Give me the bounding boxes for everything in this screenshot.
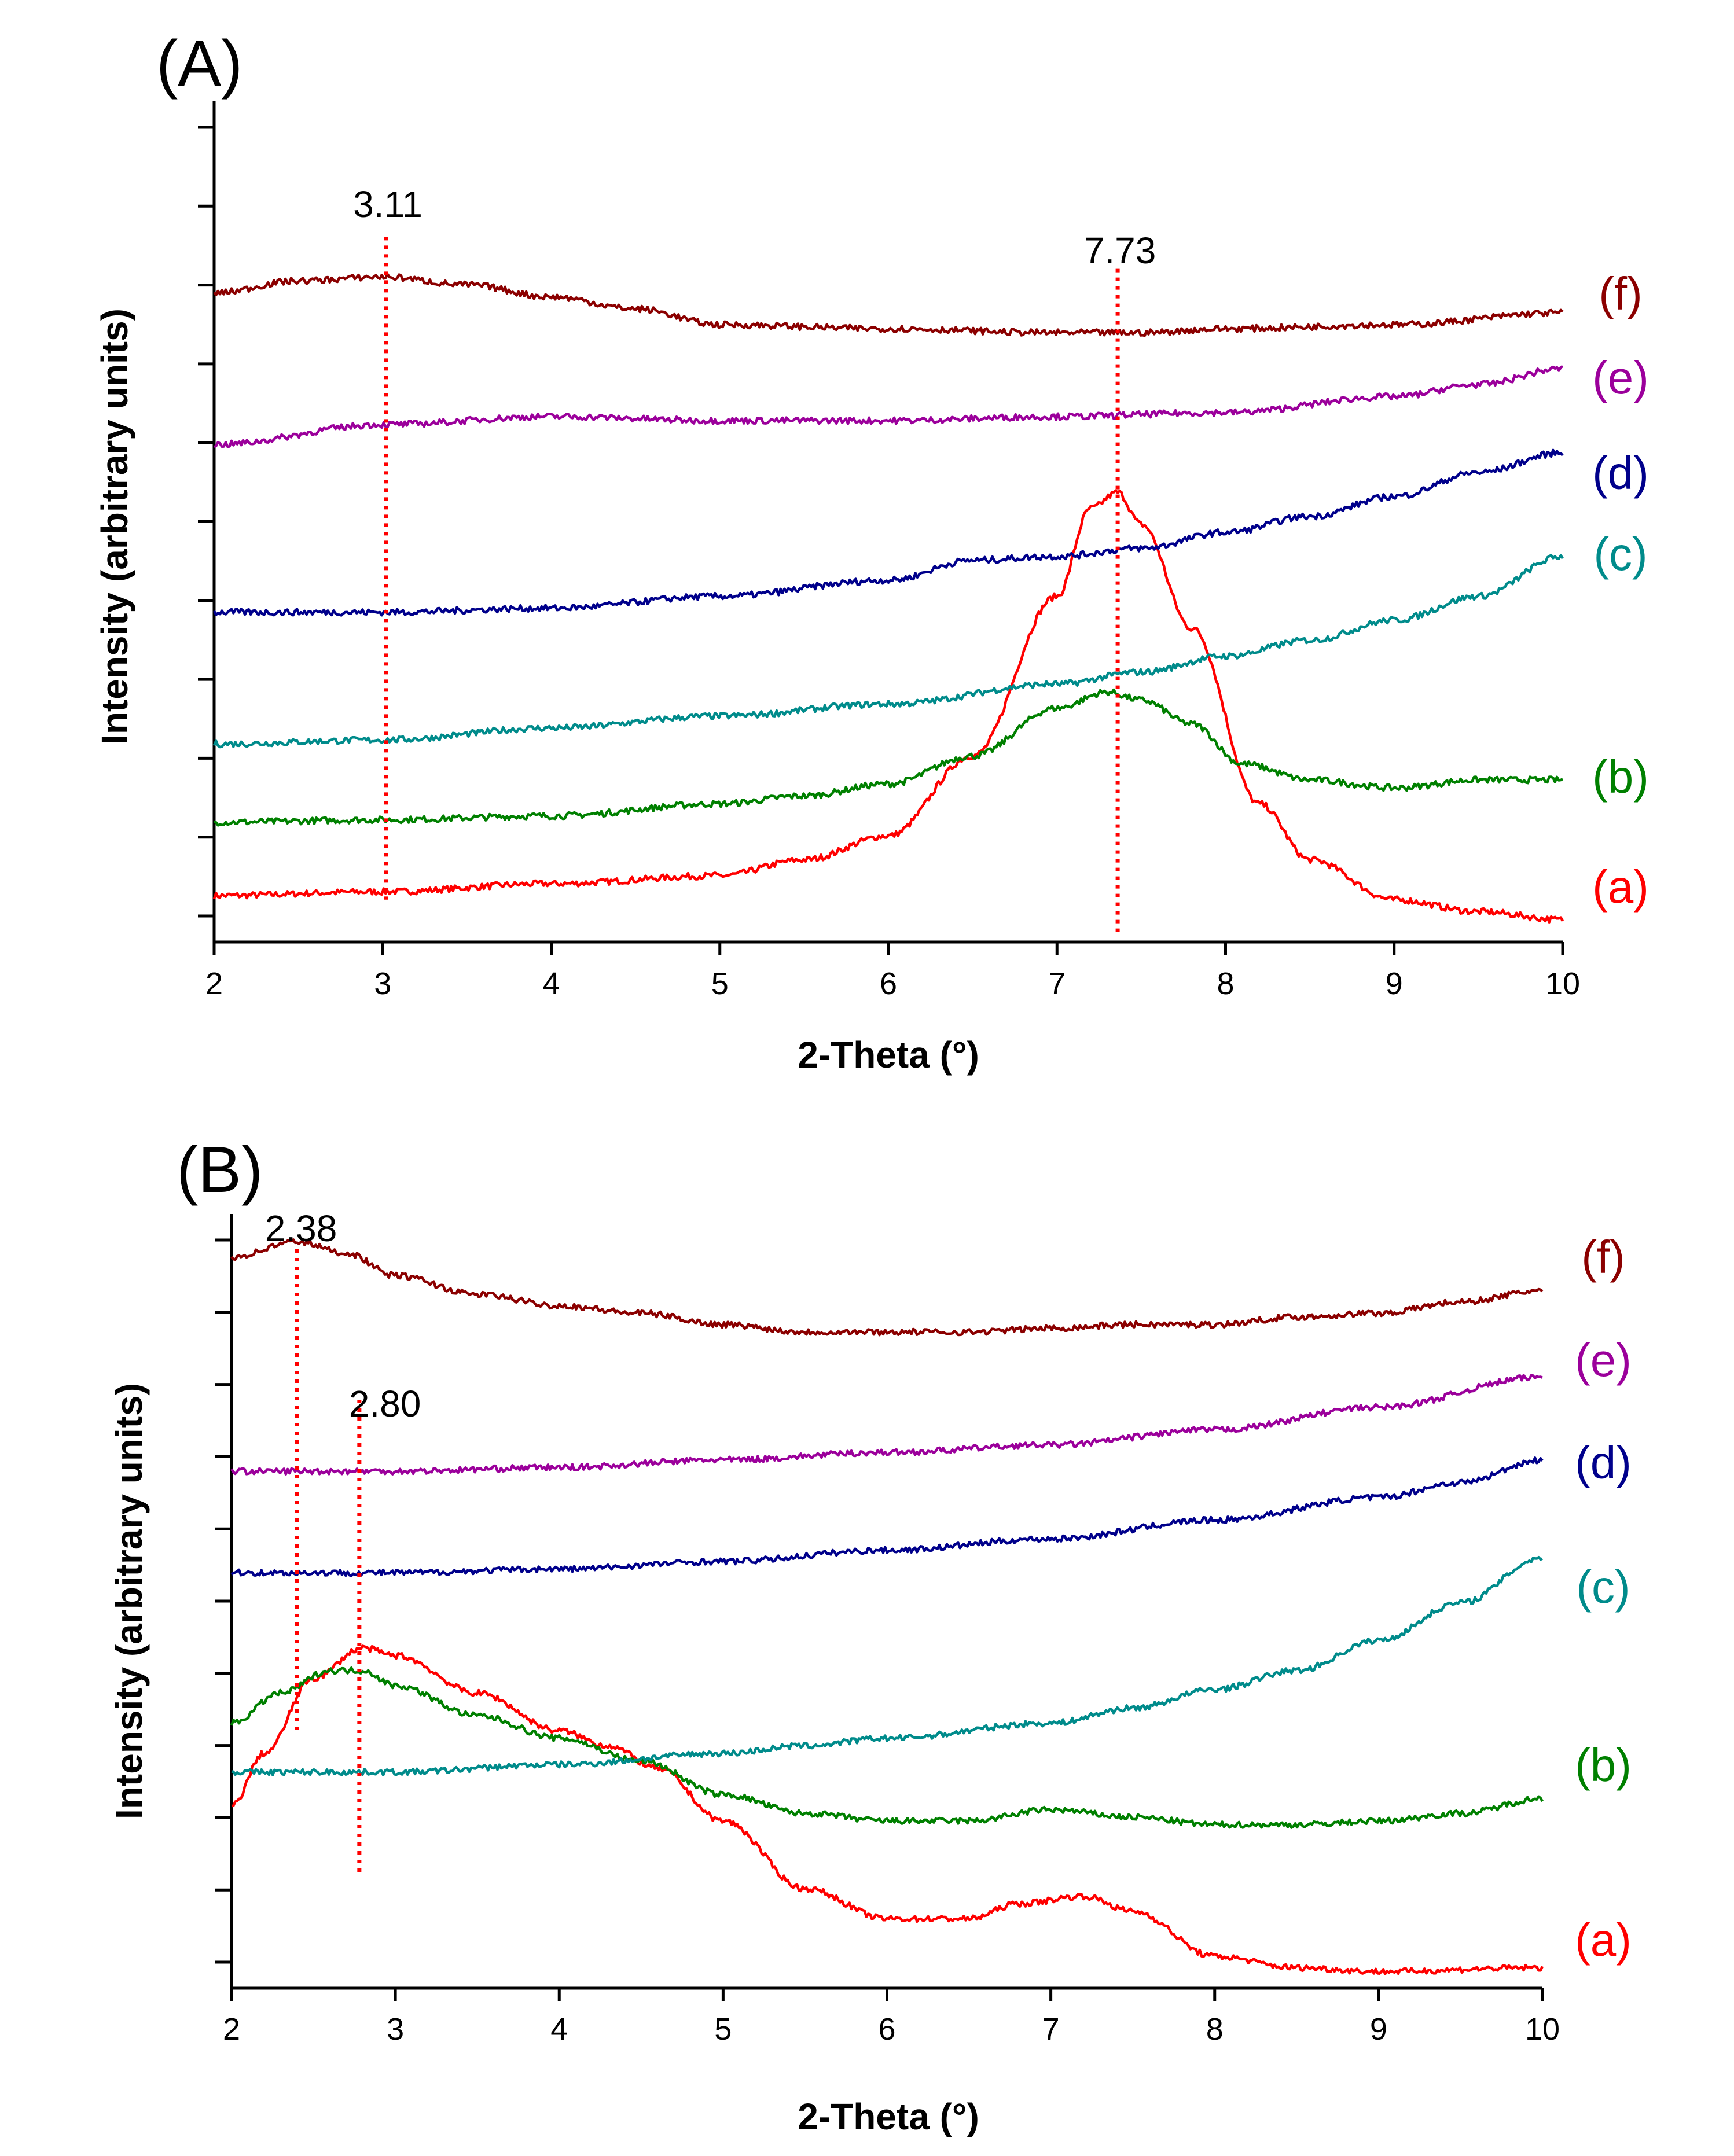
panel-b-series-label: (a) (1575, 1914, 1632, 1966)
panel-b-x-tick-label: 5 (714, 2012, 732, 2047)
panel-a-series-a (212, 489, 1564, 924)
panel-a-x-tick-label: 10 (1545, 966, 1580, 1001)
panel-b-y-axis-title: Intensity (arbitrary units) (108, 1383, 150, 1819)
panel-b-label: (B) (177, 1134, 263, 1206)
panel-a-x-tick-label: 2 (205, 966, 223, 1001)
panel-a-peak-label: 7.73 (1084, 230, 1156, 271)
panel-b-peak-label: 2.80 (349, 1383, 421, 1425)
panel-b-series-label: (d) (1575, 1437, 1632, 1488)
panel-a-series-f (213, 273, 1564, 337)
panel-b-x-tick-label: 9 (1370, 2012, 1387, 2047)
panel-a-label: (A) (156, 27, 243, 100)
panel-b: (B) 2-Theta (°) Intensity (arbitrary uni… (108, 1134, 1632, 2137)
panel-a-series-label: (c) (1593, 528, 1647, 580)
panel-a-x-tick-label: 3 (374, 966, 391, 1001)
panel-a-series-c (212, 554, 1564, 749)
panel-b-series-a (231, 1644, 1544, 1975)
panel-b-series-label: (b) (1575, 1739, 1632, 1791)
panel-a-series-label: (e) (1592, 352, 1649, 403)
panel-b-series-label: (f) (1581, 1231, 1625, 1283)
panel-a-series-label: (a) (1592, 861, 1649, 913)
panel-b-x-tick-label: 6 (878, 2012, 895, 2047)
panel-a-x-tick-label: 4 (542, 966, 560, 1001)
panel-b-x-tick-label: 2 (223, 2012, 240, 2047)
panel-a-y-axis-title: Intensity (arbitrary units) (94, 308, 135, 745)
panel-a-x-tick-label: 9 (1386, 966, 1403, 1001)
panel-b-series-e (230, 1374, 1543, 1476)
panel-a: (A) 2-Theta (°) Intensity (arbitrary uni… (94, 27, 1649, 1076)
panel-b-series-d (230, 1456, 1544, 1577)
panel-a-series-label: (b) (1592, 751, 1649, 803)
panel-b-series-label: (e) (1575, 1334, 1632, 1386)
panel-b-series-label: (c) (1576, 1561, 1630, 1613)
panel-b-x-tick-label: 4 (550, 2012, 568, 2047)
panel-b-series-b (230, 1666, 1544, 1829)
panel-b-peak-label: 2.38 (265, 1208, 337, 1249)
panel-a-series-label: (f) (1599, 268, 1643, 319)
panel-a-series-label: (d) (1592, 447, 1649, 499)
panel-a-series-d (212, 448, 1564, 617)
panel-b-x-tick-label: 8 (1206, 2012, 1224, 2047)
panel-b-x-axis-title: 2-Theta (°) (798, 2096, 979, 2137)
panel-a-x-axis-title: 2-Theta (°) (798, 1034, 979, 1076)
panel-b-x-tick-label: 7 (1042, 2012, 1060, 2047)
panel-a-series-b (213, 688, 1564, 827)
panel-b-series-f (230, 1238, 1544, 1337)
panel-a-x-tick-label: 5 (711, 966, 729, 1001)
panel-a-x-tick-label: 8 (1217, 966, 1234, 1001)
panel-a-series-e (213, 365, 1564, 448)
panel-b-series-c (231, 1555, 1543, 1776)
panel-a-x-tick-label: 7 (1048, 966, 1066, 1001)
panel-a-x-tick-label: 6 (880, 966, 897, 1001)
panel-a-peak-label: 3.11 (353, 183, 423, 225)
panel-b-x-tick-label: 3 (387, 2012, 404, 2047)
panel-b-x-tick-label: 10 (1525, 2012, 1560, 2047)
